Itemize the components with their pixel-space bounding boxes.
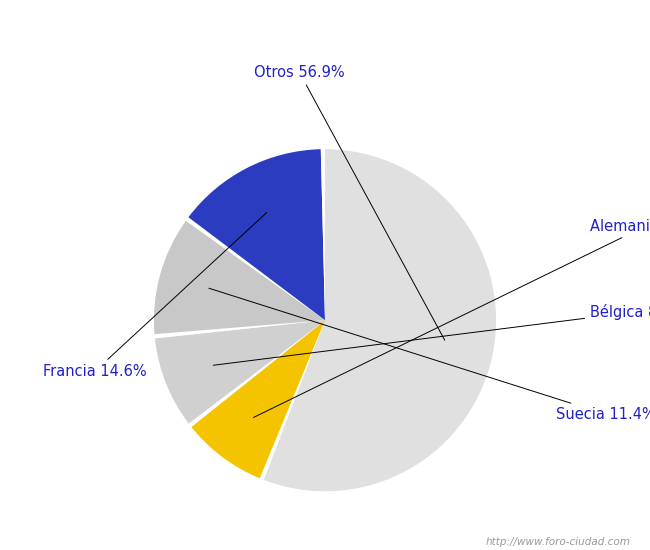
- Text: Alemania 8.2%: Alemania 8.2%: [254, 219, 650, 417]
- Text: Francia 14.6%: Francia 14.6%: [43, 212, 266, 379]
- Text: Bélgica 8.8%: Bélgica 8.8%: [213, 304, 650, 365]
- Wedge shape: [154, 221, 325, 334]
- Text: Ólvega - Turistas extranjeros según país - Agosto de 2024: Ólvega - Turistas extranjeros según país…: [32, 12, 618, 33]
- Wedge shape: [155, 320, 325, 424]
- Wedge shape: [188, 149, 325, 320]
- Wedge shape: [191, 320, 325, 478]
- Wedge shape: [260, 320, 325, 480]
- Wedge shape: [188, 320, 325, 427]
- Wedge shape: [186, 217, 325, 320]
- Wedge shape: [321, 149, 325, 320]
- Text: Suecia 11.4%: Suecia 11.4%: [209, 288, 650, 422]
- Wedge shape: [264, 149, 496, 491]
- Wedge shape: [155, 320, 325, 338]
- Text: http://www.foro-ciudad.com: http://www.foro-ciudad.com: [486, 537, 630, 547]
- Text: Otros 56.9%: Otros 56.9%: [254, 65, 445, 340]
